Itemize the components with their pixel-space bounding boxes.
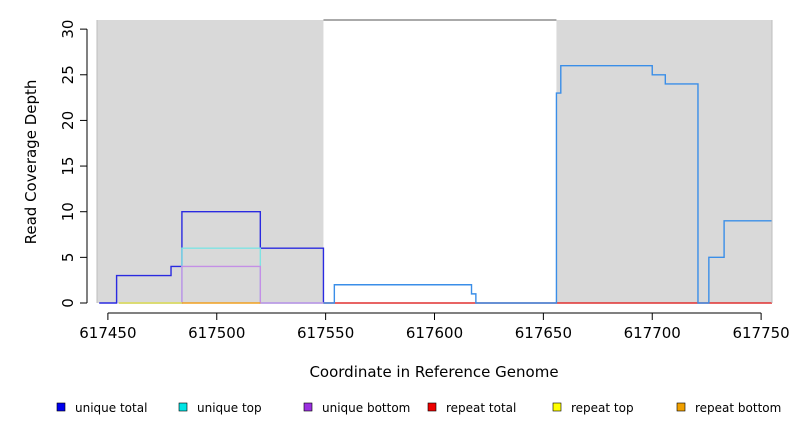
y-axis-title: Read Coverage Depth bbox=[22, 80, 40, 245]
legend-swatch-repeat-total bbox=[427, 402, 437, 412]
legend-label-unique-top: unique top bbox=[197, 401, 262, 415]
x-tick-label-617750: 617750 bbox=[732, 324, 789, 342]
legend-swatch-repeat-top bbox=[552, 402, 562, 412]
x-tick-label-617650: 617650 bbox=[515, 324, 572, 342]
x-tick-label-617450: 617450 bbox=[79, 324, 136, 342]
series-unlabeled-6 bbox=[323, 64, 772, 304]
shaded-region-2 bbox=[556, 20, 772, 303]
x-tick-label-617700: 617700 bbox=[624, 324, 681, 342]
legend-label-repeat-bottom: repeat bottom bbox=[695, 401, 781, 415]
legend-label-unique-total: unique total bbox=[75, 401, 147, 415]
y-axis: 0 5 10 15 20 25 30 bbox=[59, 20, 88, 308]
y-tick-label-30: 30 bbox=[59, 20, 77, 39]
y-tick-label-10: 10 bbox=[59, 202, 77, 221]
legend-label-unique-bottom: unique bottom bbox=[322, 401, 410, 415]
plot-frame bbox=[96, 20, 773, 303]
series-layer bbox=[99, 64, 772, 304]
legend: unique total unique top unique bottom repea… bbox=[56, 401, 781, 415]
legend-swatch-unique-total bbox=[56, 402, 66, 412]
y-tick-label-0: 0 bbox=[59, 298, 77, 308]
legend-label-repeat-total: repeat total bbox=[446, 401, 516, 415]
y-tick-label-20: 20 bbox=[59, 111, 77, 130]
y-tick-label-5: 5 bbox=[59, 253, 77, 263]
shaded-region-1 bbox=[97, 20, 324, 303]
x-tick-label-617600: 617600 bbox=[406, 324, 463, 342]
x-tick-label-617500: 617500 bbox=[188, 324, 245, 342]
x-axis: 617450 617500 617550 617600 617650 617700 6177… bbox=[79, 312, 790, 342]
y-tick-label-25: 25 bbox=[59, 65, 77, 84]
shaded-regions bbox=[97, 19, 772, 303]
legend-swatch-unique-top bbox=[178, 402, 188, 412]
x-axis-title: Coordinate in Reference Genome bbox=[309, 363, 558, 381]
legend-swatch-unique-bottom bbox=[303, 402, 313, 412]
x-tick-label-617550: 617550 bbox=[297, 324, 354, 342]
legend-swatch-repeat-bottom bbox=[676, 402, 686, 412]
y-tick-label-15: 15 bbox=[59, 157, 77, 176]
legend-label-repeat-top: repeat top bbox=[571, 401, 634, 415]
